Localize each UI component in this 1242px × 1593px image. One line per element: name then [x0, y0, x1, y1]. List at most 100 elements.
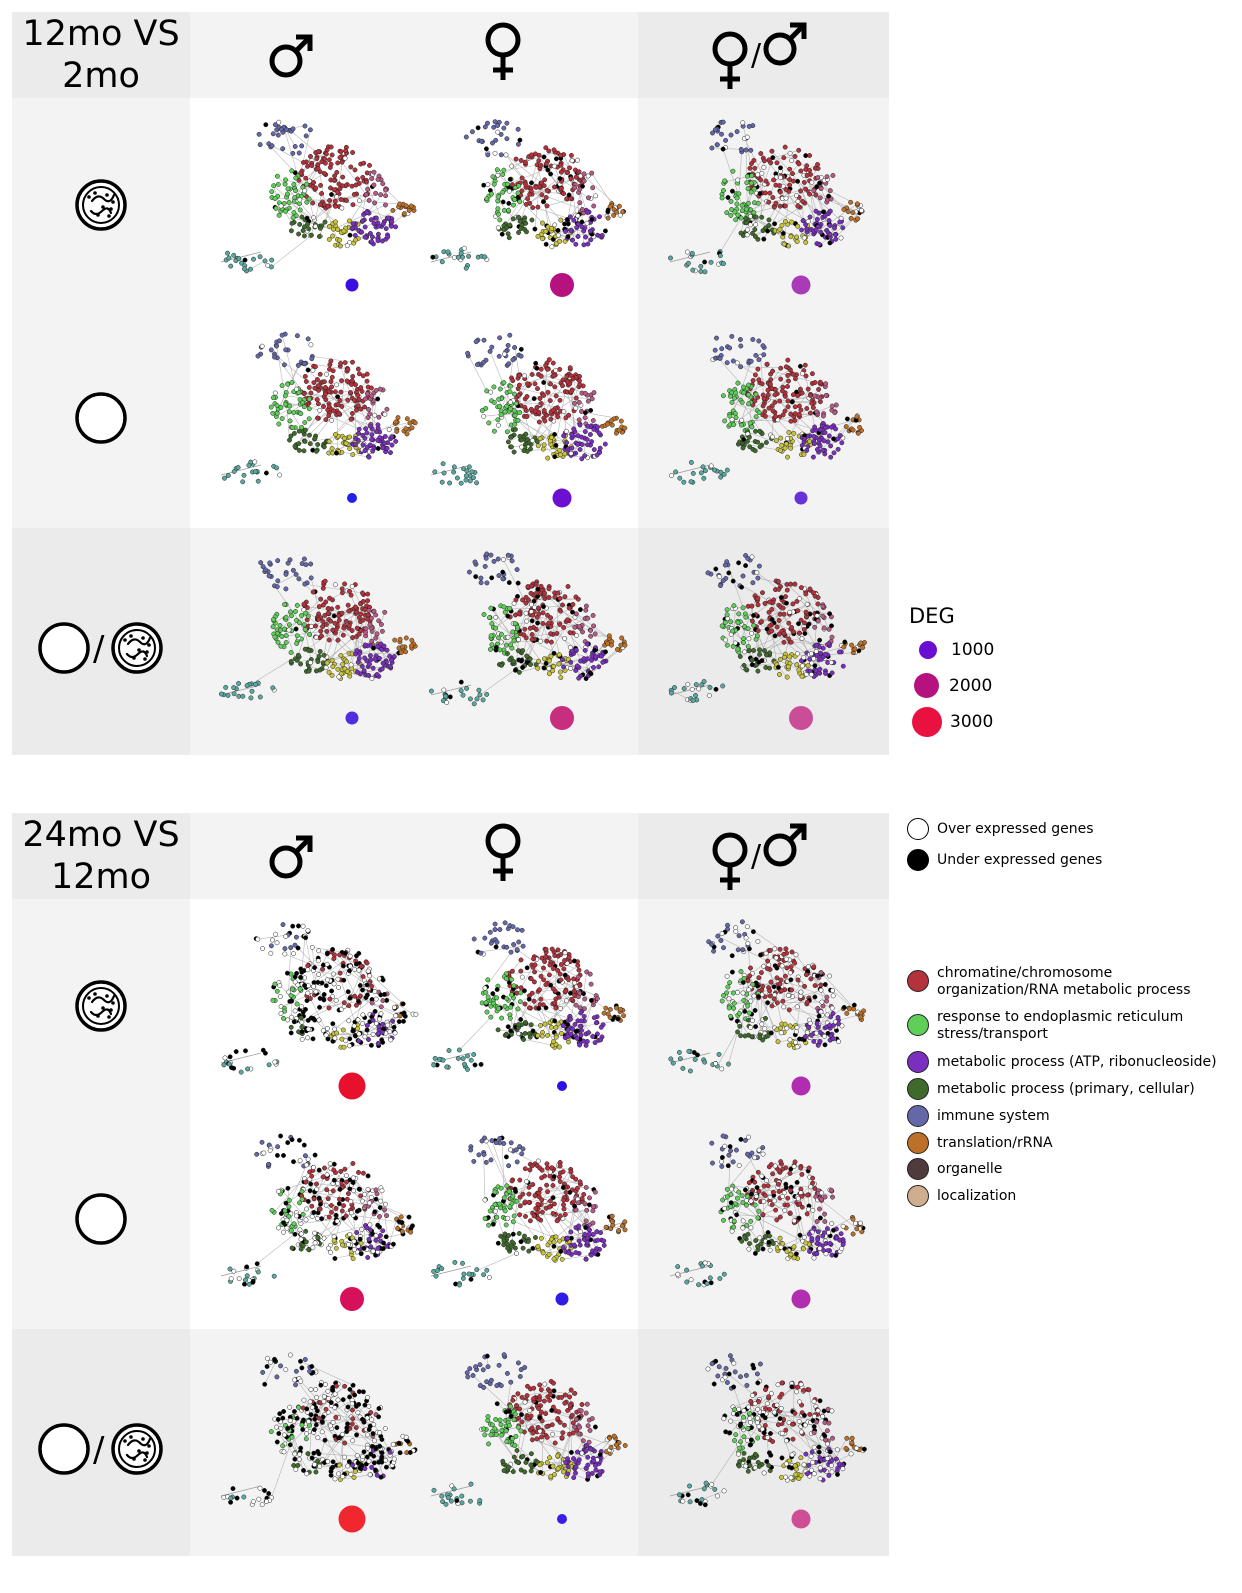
gene-node: [541, 392, 547, 398]
gene-node: [244, 683, 250, 689]
gene-node: [541, 656, 547, 662]
gene-node: [509, 558, 515, 564]
gene-node: [384, 445, 390, 451]
gene-node: [588, 981, 594, 987]
gene-node: [524, 618, 530, 624]
gene-node: [779, 388, 785, 394]
gene-node: [581, 991, 586, 997]
gene-node: [497, 386, 503, 392]
gene-node: [758, 952, 764, 958]
gene-node: [339, 586, 345, 592]
gene-node: [324, 1025, 330, 1031]
gene-node: [484, 196, 490, 202]
gene-node: [375, 422, 381, 428]
gene-node: [489, 191, 494, 197]
gene-node: [756, 377, 762, 383]
gene-node: [532, 969, 538, 975]
gene-node: [788, 234, 794, 240]
gene-node: [541, 199, 547, 205]
gene-node: [564, 379, 570, 385]
gene-node: [824, 1012, 830, 1018]
gene-node: [775, 1039, 781, 1045]
gene-node: [713, 1061, 719, 1067]
gene-node: [518, 346, 524, 352]
gene-node: [592, 631, 598, 637]
gene-node: [524, 448, 530, 454]
gene-node: [541, 977, 547, 983]
gene-node: [285, 1140, 291, 1146]
gene-node: [573, 241, 579, 247]
gene-node: [347, 963, 353, 969]
gene-node: [289, 380, 295, 385]
gene-node: [306, 226, 312, 232]
gene-node: [301, 601, 307, 607]
gene-node: [519, 927, 525, 933]
gene-node: [287, 998, 293, 1004]
gene-node: [474, 362, 480, 368]
gene-node: [518, 985, 524, 991]
gene-node: [709, 941, 714, 947]
gene-node: [835, 446, 841, 452]
gene-node: [293, 934, 299, 940]
gene-node: [353, 442, 359, 448]
gene-node: [363, 179, 369, 185]
gene-node: [320, 1174, 326, 1180]
gene-node: [275, 132, 281, 138]
gene-node: [552, 594, 558, 600]
gene-node: [383, 1201, 388, 1207]
gene-node: [330, 597, 335, 603]
gene-node: [506, 580, 512, 586]
gene-node: [529, 618, 535, 624]
gene-node: [784, 965, 790, 971]
gene-node: [735, 380, 741, 386]
gene-node: [827, 611, 833, 617]
gene-node: [801, 179, 807, 185]
gene-node: [379, 1188, 385, 1194]
gene-node: [816, 241, 822, 247]
gene-node: [368, 385, 374, 391]
gene-node: [830, 987, 836, 993]
gene-node: [288, 228, 294, 234]
gene-node: [817, 180, 823, 186]
gene-node: [553, 241, 559, 247]
gene-node: [819, 999, 825, 1005]
gene-node: [556, 661, 562, 667]
gene-node: [317, 202, 323, 208]
gene-node: [496, 635, 501, 641]
gene-node: [515, 927, 520, 933]
gene-node: [292, 1231, 298, 1237]
gene-node: [543, 954, 549, 960]
gene-node: [227, 1061, 232, 1067]
network-nodes: [668, 919, 867, 1074]
gene-node: [749, 618, 755, 624]
gene-node: [564, 440, 570, 446]
gene-node: [356, 431, 361, 436]
gene-node: [328, 1249, 333, 1255]
gene-node: [289, 1245, 295, 1251]
gene-node: [536, 419, 542, 425]
gene-node: [302, 420, 308, 425]
gene-node: [346, 1242, 351, 1247]
gene-node: [753, 428, 758, 434]
gene-node: [497, 403, 503, 409]
gene-node: [383, 193, 389, 199]
network-nodes: [668, 119, 865, 275]
gene-node: [484, 551, 490, 557]
gene-node: [508, 383, 514, 389]
gene-node: [516, 1031, 522, 1037]
gene-node: [308, 153, 313, 159]
gene-node: [349, 628, 355, 634]
gene-node: [742, 1008, 748, 1014]
gene-node: [357, 198, 362, 204]
column-header-female-male: [638, 813, 889, 899]
gene-node: [778, 1030, 784, 1036]
gene-node: [367, 442, 373, 448]
gene-node: [311, 984, 317, 989]
gene-node: [303, 133, 309, 139]
gene-node: [516, 611, 522, 617]
gene-node: [549, 244, 555, 250]
gene-node: [736, 933, 742, 939]
gene-node: [322, 219, 328, 225]
gene-node: [242, 266, 247, 272]
gene-node: [552, 222, 558, 228]
